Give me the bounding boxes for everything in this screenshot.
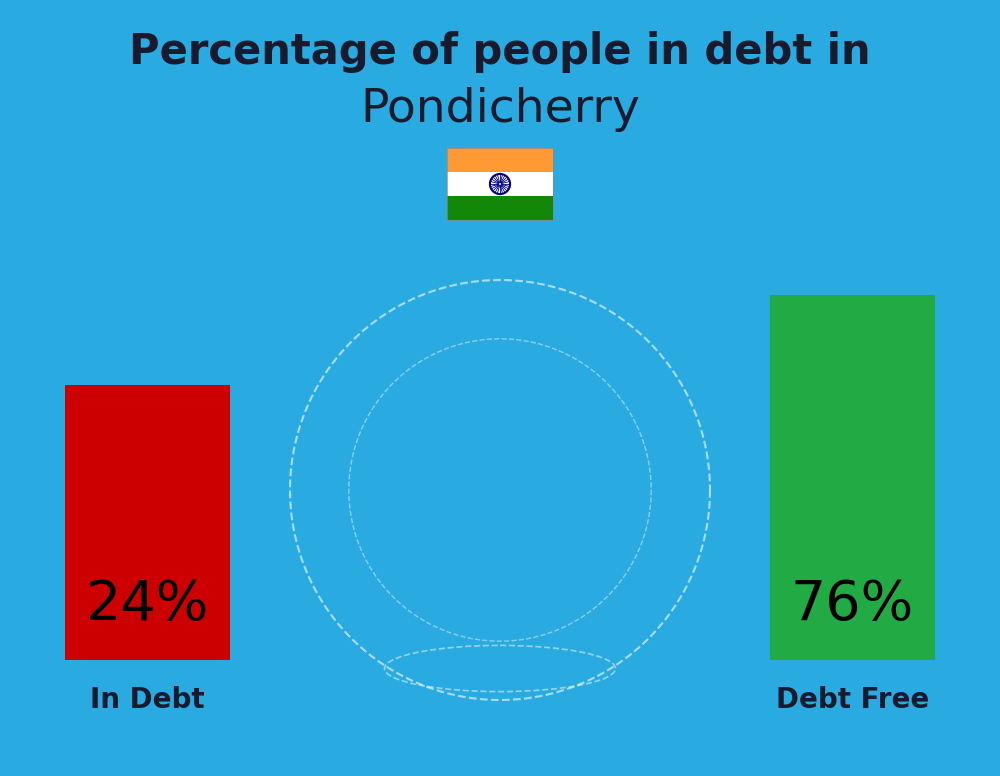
Text: In Debt: In Debt <box>90 686 205 714</box>
Bar <box>447 172 553 196</box>
Bar <box>447 148 553 172</box>
Text: Percentage of people in debt in: Percentage of people in debt in <box>129 31 871 73</box>
Bar <box>447 196 553 220</box>
Text: Pondicherry: Pondicherry <box>360 88 640 133</box>
Text: 76%: 76% <box>791 578 914 632</box>
Bar <box>65 385 230 660</box>
Text: 24%: 24% <box>86 578 209 632</box>
Bar <box>770 295 935 660</box>
Text: Debt Free: Debt Free <box>776 686 929 714</box>
Bar <box>447 148 553 220</box>
